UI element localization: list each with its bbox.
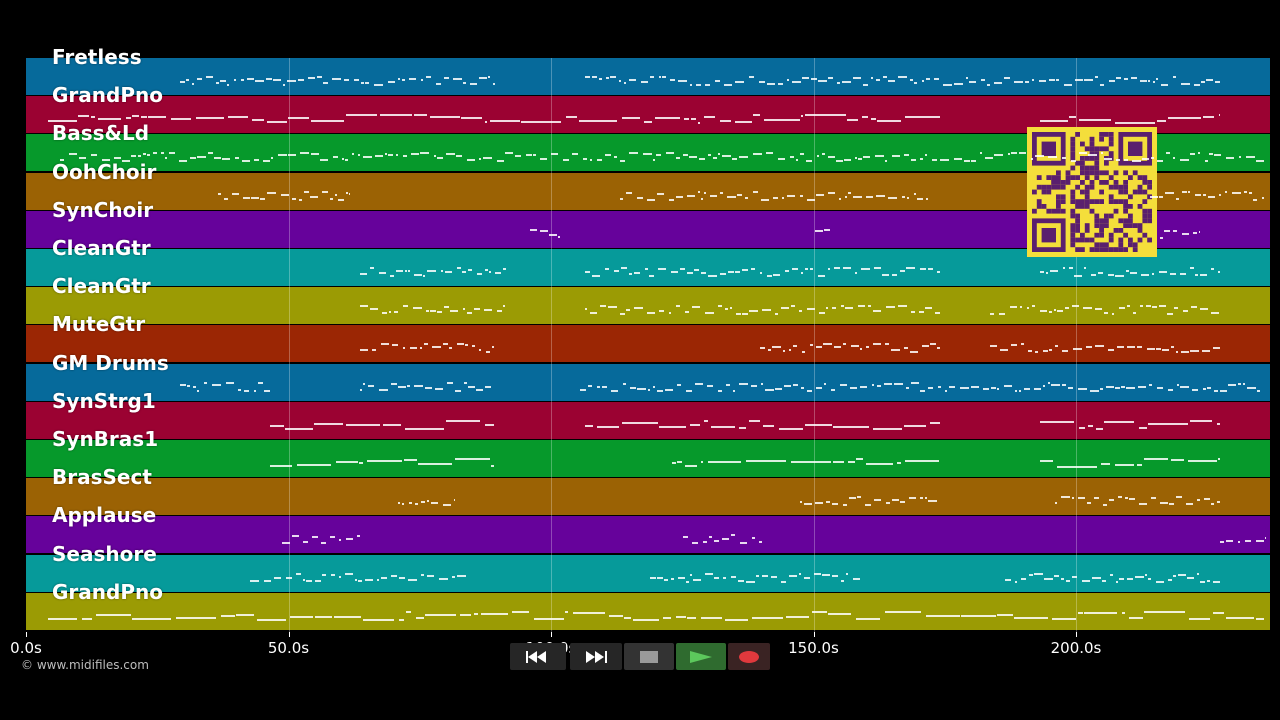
rewind-button[interactable] <box>510 643 566 670</box>
track-label: Applause <box>52 503 157 528</box>
record-button[interactable] <box>728 643 770 670</box>
track-lane <box>26 325 1270 364</box>
stop-icon <box>640 650 658 663</box>
grid-line <box>288 58 290 632</box>
grid-line <box>1076 58 1077 632</box>
tick-mark <box>1076 632 1077 637</box>
tick-mark <box>813 632 815 637</box>
track-lane <box>26 478 1270 517</box>
track-label: Bass&Ld <box>52 121 150 146</box>
track-label: CleanGtr <box>52 274 151 299</box>
qr-code <box>1027 127 1157 257</box>
track-lane <box>26 401 1270 440</box>
stop-button[interactable] <box>624 643 674 670</box>
record-icon <box>739 650 759 663</box>
track-lane <box>26 287 1270 326</box>
track-lane <box>26 363 1270 402</box>
track-label: Fretless <box>52 45 142 69</box>
track-label: GrandPno <box>52 579 163 604</box>
play-button[interactable] <box>676 643 726 670</box>
track-label: CleanGtr <box>52 236 151 260</box>
fast-forward-button[interactable] <box>570 643 622 670</box>
track-lane <box>26 440 1270 478</box>
rewind-icon <box>526 650 546 663</box>
track-label: GrandPno <box>52 83 163 108</box>
grid-line <box>813 58 815 632</box>
tick-label: 200.0s <box>1050 639 1102 657</box>
track-label: MuteGtr <box>52 312 146 337</box>
track-lane <box>26 592 1270 631</box>
tick-label: 0.0s <box>10 639 42 657</box>
transport-controls <box>510 643 770 670</box>
track-label: SynChoir <box>52 197 154 222</box>
track-lane <box>26 516 1270 555</box>
tick-label: 50.0s <box>267 639 310 657</box>
track-label: Seashore <box>52 541 157 566</box>
grid-line <box>551 58 552 632</box>
track-label: BrasSect <box>52 465 152 490</box>
tick-mark <box>288 632 290 637</box>
qr-code-pattern <box>1032 132 1152 252</box>
track-label: OohChoir <box>52 159 157 184</box>
track-lane <box>26 554 1270 593</box>
copyright-text: © www.midifiles.com <box>21 658 149 672</box>
track-label: GM Drums <box>52 350 169 375</box>
tick-mark <box>551 632 552 637</box>
tick-label: 150.0s <box>788 639 839 657</box>
track-lane <box>26 58 1270 96</box>
tick-mark <box>26 632 27 637</box>
track-label: SynBras1 <box>52 427 159 451</box>
track-label: SynStrg1 <box>52 388 156 413</box>
fast-forward-icon <box>586 650 607 663</box>
play-icon <box>690 650 712 663</box>
